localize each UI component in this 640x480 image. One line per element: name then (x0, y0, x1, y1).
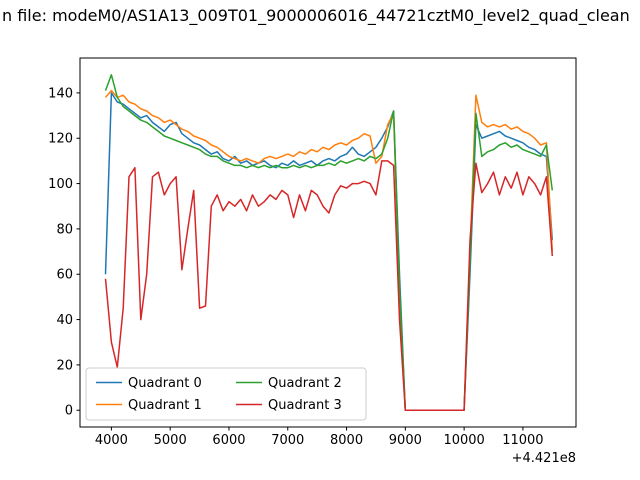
x-tick-label: 9000 (389, 433, 422, 448)
legend-label-quadrant-3: Quadrant 3 (268, 398, 342, 413)
x-tick-label: 8000 (330, 433, 363, 448)
legend-label-quadrant-2: Quadrant 2 (268, 376, 342, 391)
series-line-quadrant-3 (104, 160, 554, 411)
x-axis-offset-label: +4.421e8 (512, 451, 576, 466)
y-tick-label: 140 (48, 86, 73, 101)
y-tick-label: 100 (48, 177, 73, 192)
y-tick-label: 80 (56, 222, 73, 237)
legend-label-quadrant-1: Quadrant 1 (128, 398, 202, 413)
legend-label-quadrant-0: Quadrant 0 (128, 376, 202, 391)
legend-box (85, 367, 367, 421)
y-tick-label: 40 (56, 313, 73, 328)
chart-title: n file: modeM0/AS1A13_009T01_9000006016_… (2, 6, 630, 25)
y-tick-label: 60 (56, 268, 73, 283)
x-tick-label: 7000 (271, 433, 304, 448)
x-tick-label: 6000 (212, 433, 245, 448)
x-tick-label: 11000 (502, 433, 543, 448)
y-tick-label: 20 (56, 358, 73, 373)
axes-frame (79, 57, 577, 428)
series-line-quadrant-1 (104, 89, 554, 411)
x-tick-label: 4000 (95, 433, 128, 448)
y-tick-label: 120 (48, 132, 73, 147)
x-tick-label: 10000 (443, 433, 484, 448)
x-tick-label: 5000 (154, 433, 187, 448)
y-tick-label: 0 (65, 404, 73, 419)
series-line-quadrant-2 (104, 74, 554, 411)
